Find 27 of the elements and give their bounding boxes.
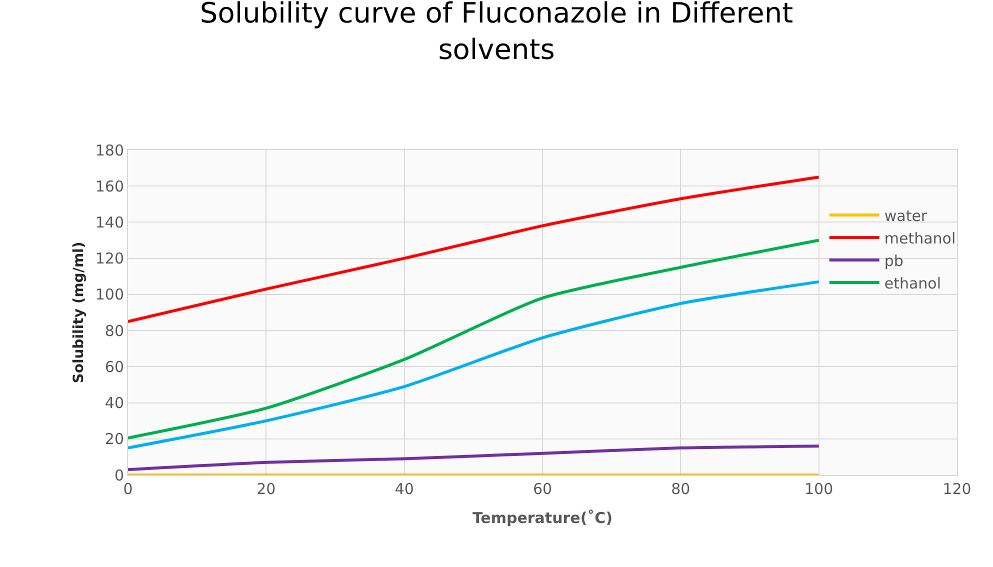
x-tick-label: 20 bbox=[256, 480, 276, 498]
y-tick-label: 120 bbox=[95, 250, 124, 268]
y-tick-label: 0 bbox=[114, 466, 124, 484]
y-tick-label: 100 bbox=[95, 286, 124, 304]
legend-label: water bbox=[884, 206, 928, 225]
x-tick-label: 120 bbox=[942, 480, 972, 498]
line-series bbox=[128, 176, 820, 324]
x-tick-label: 80 bbox=[671, 480, 690, 498]
line-series bbox=[128, 238, 820, 440]
legend-label: methanol bbox=[884, 229, 956, 248]
y-tick-label: 20 bbox=[104, 430, 124, 448]
y-tick-label: 40 bbox=[104, 394, 124, 412]
y-tick-label: 80 bbox=[104, 322, 124, 340]
x-axis-title: Temperature(˚C) bbox=[472, 509, 613, 527]
y-axis-title: Solubility (mg/ml) bbox=[70, 242, 87, 384]
legend-label: ethanol bbox=[884, 274, 942, 292]
line-series bbox=[128, 280, 820, 450]
y-tick-label: 60 bbox=[104, 358, 124, 376]
chart-title: Solubility curve of Fluconazole in Different solvents bbox=[200, 0, 794, 66]
legend-label: pb bbox=[884, 252, 904, 270]
x-tick-label: 40 bbox=[394, 480, 414, 498]
line-series bbox=[128, 444, 820, 472]
y-tick-label: 140 bbox=[95, 213, 124, 232]
x-tick-label: 100 bbox=[804, 480, 834, 498]
x-tick-label: 60 bbox=[532, 480, 552, 498]
y-tick-label: 180 bbox=[95, 141, 124, 160]
y-tick-label: 160 bbox=[95, 177, 124, 196]
